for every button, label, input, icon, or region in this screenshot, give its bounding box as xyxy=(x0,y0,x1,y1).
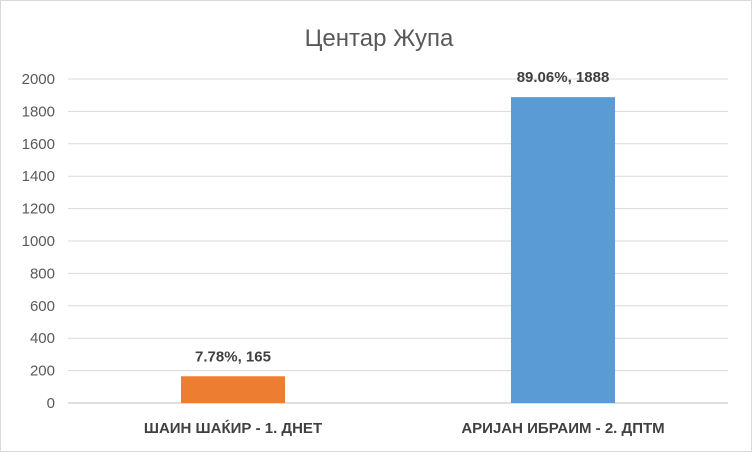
data-label: 89.06%, 1888 xyxy=(517,69,610,86)
chart-title: Центар Жупа xyxy=(305,25,454,52)
y-tick-label: 800 xyxy=(30,265,55,282)
data-labels: 7.78%, 165 89.06%, 1888 xyxy=(195,69,609,365)
bar xyxy=(511,97,615,404)
y-tick-label: 1400 xyxy=(22,168,55,185)
y-tick-label: 400 xyxy=(30,330,55,347)
data-label: 7.78%, 165 xyxy=(195,348,271,365)
y-tick-label: 600 xyxy=(30,298,55,315)
y-axis-ticks: 0 200 400 600 800 1000 1200 1400 1600 1800 2000 xyxy=(22,71,55,412)
category-label: ШАИН ШАЌИР - 1. ДНЕТ xyxy=(144,420,322,437)
category-label: АРИЈАН ИБРАИМ - 2. ДПТМ xyxy=(461,420,664,437)
bar xyxy=(181,376,285,403)
y-tick-label: 1000 xyxy=(22,233,55,250)
y-tick-label: 0 xyxy=(47,395,55,412)
y-tick-label: 1600 xyxy=(22,136,55,153)
y-tick-label: 2000 xyxy=(22,71,55,88)
gridlines xyxy=(68,78,728,404)
y-tick-label: 1800 xyxy=(22,103,55,120)
x-axis-categories: ШАИН ШАЌИР - 1. ДНЕТ АРИЈАН ИБРАИМ - 2. Д… xyxy=(144,420,665,437)
bars xyxy=(181,97,615,404)
y-tick-label: 1200 xyxy=(22,201,55,218)
y-tick-label: 200 xyxy=(30,363,55,380)
